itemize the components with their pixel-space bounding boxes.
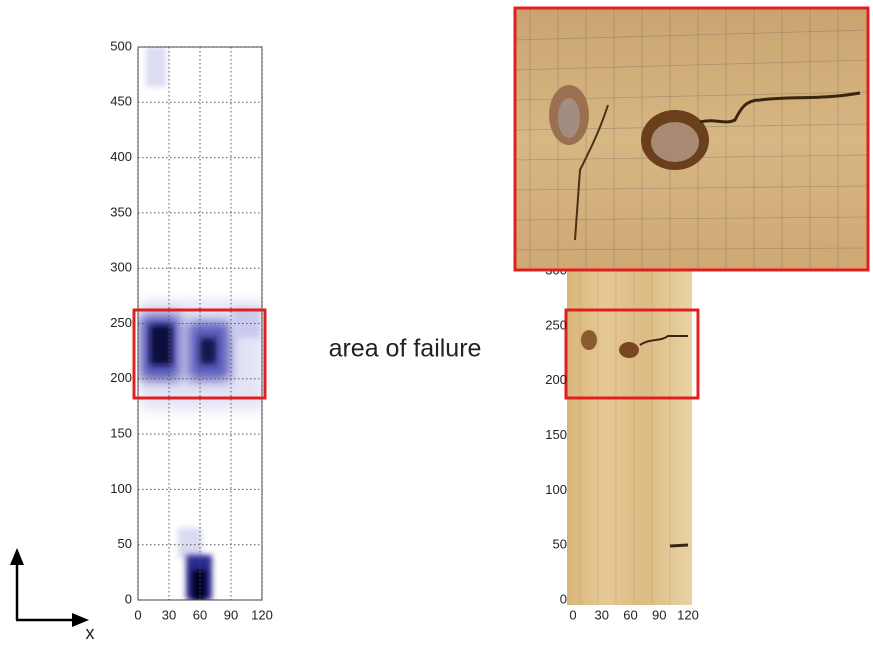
y-tick-label: 250 xyxy=(110,315,132,330)
heat-blob xyxy=(178,528,202,558)
y-tick-label: 350 xyxy=(110,204,132,219)
x-tick-label: 60 xyxy=(193,607,207,622)
x-tick-label: 90 xyxy=(652,607,666,622)
heat-blob xyxy=(200,338,216,364)
y-tick-label: 50 xyxy=(118,536,132,551)
wood-beam xyxy=(567,262,692,605)
x-tick-label: 90 xyxy=(224,607,238,622)
y-tick-label: 150 xyxy=(545,427,567,442)
y-tick-label: 200 xyxy=(545,372,567,387)
y-tick-label: 0 xyxy=(125,591,132,606)
x-tick-label: 60 xyxy=(623,607,637,622)
y-tick-label: 450 xyxy=(110,94,132,109)
knot xyxy=(558,98,580,138)
y-tick-label: 0 xyxy=(560,591,567,606)
y-tick-label: 250 xyxy=(545,317,567,332)
crack xyxy=(670,545,688,546)
axis-label: x xyxy=(86,623,95,643)
knot xyxy=(619,342,639,358)
x-tick-label: 0 xyxy=(134,607,141,622)
x-tick-label: 0 xyxy=(569,607,576,622)
knot xyxy=(581,330,597,350)
y-tick-label: 500 xyxy=(110,38,132,53)
knot xyxy=(651,122,699,162)
axes-arrows xyxy=(16,562,75,620)
figure: 0306090120050100150200250300350400450500… xyxy=(0,0,873,645)
heat-blob xyxy=(146,47,166,87)
heatmap-plot: 0 30 60 90 120 0 50 100 150 200 250 300 350 400 450 500 xyxy=(110,38,273,622)
arrow-head xyxy=(10,548,24,565)
y-tick-label: 100 xyxy=(545,482,567,497)
x-tick-label: 30 xyxy=(162,607,176,622)
zoom-inset xyxy=(515,8,868,270)
x-tick-label: 120 xyxy=(251,607,273,622)
x-tick-label: 120 xyxy=(677,607,699,622)
y-tick-label: 50 xyxy=(553,537,567,552)
y-tick-label: 100 xyxy=(110,481,132,496)
x-tick-label: 30 xyxy=(595,607,609,622)
y-tick-label: 400 xyxy=(110,149,132,164)
heat-blob xyxy=(192,570,206,600)
page: 0306090120050100150200250300350400450500… xyxy=(0,0,873,645)
annotation: area of failure xyxy=(329,335,482,363)
y-tick-label: 200 xyxy=(110,370,132,385)
y-tick-label: 300 xyxy=(110,260,132,275)
y-tick-label: 150 xyxy=(110,426,132,441)
